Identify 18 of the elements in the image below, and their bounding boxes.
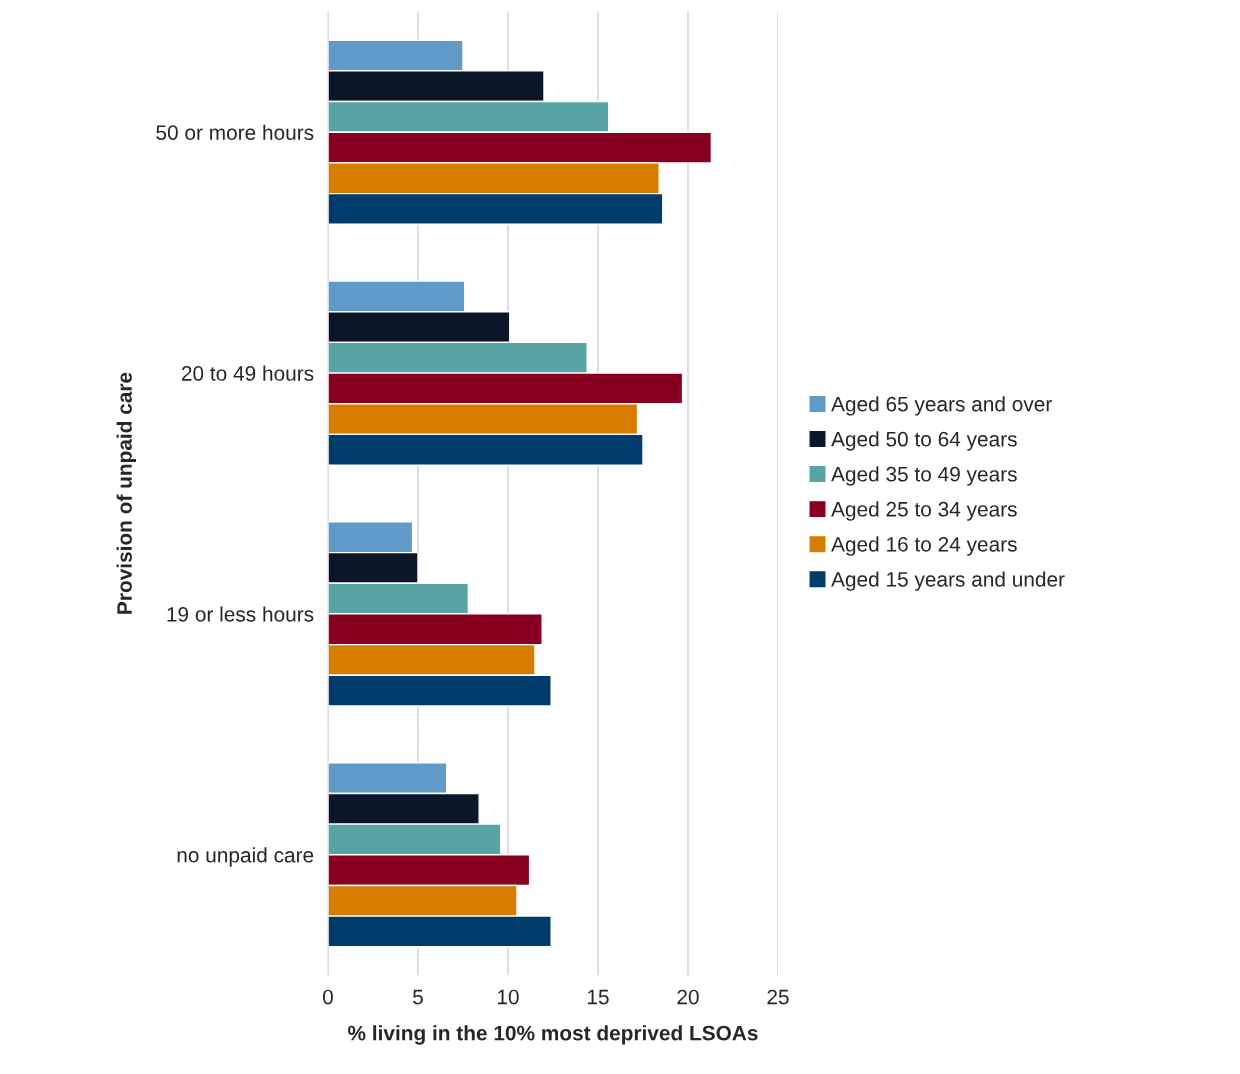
x-tick-label: 20 bbox=[677, 989, 699, 1005]
legend-label: Aged 16 to 24 years bbox=[831, 536, 1017, 556]
legend-label: Aged 15 years and under bbox=[831, 571, 1065, 591]
y-tick-label: no unpaid care bbox=[177, 847, 314, 867]
y-tick-label: 50 or more hours bbox=[156, 124, 314, 140]
legend-label: Aged 65 years and over bbox=[831, 396, 1052, 416]
y-tick-label: 19 or less hours bbox=[167, 606, 314, 622]
legend-label: Aged 25 to 34 years bbox=[831, 501, 1017, 521]
x-axis-title: % living in the 10% most deprived LSOAs bbox=[348, 1025, 758, 1045]
x-tick-label: 0 bbox=[323, 989, 333, 1005]
legend-label: Aged 35 to 49 years bbox=[831, 466, 1017, 486]
x-tick-label: 10 bbox=[497, 989, 519, 1005]
x-tick-label: 15 bbox=[587, 989, 609, 1005]
x-tick-label: 25 bbox=[767, 989, 789, 1005]
y-tick-label: 20 to 49 hours bbox=[181, 365, 314, 381]
legend-label: Aged 50 to 64 years bbox=[831, 431, 1017, 451]
x-tick-label: 5 bbox=[413, 989, 423, 1005]
y-axis-title: Provision of unpaid care bbox=[116, 372, 137, 614]
